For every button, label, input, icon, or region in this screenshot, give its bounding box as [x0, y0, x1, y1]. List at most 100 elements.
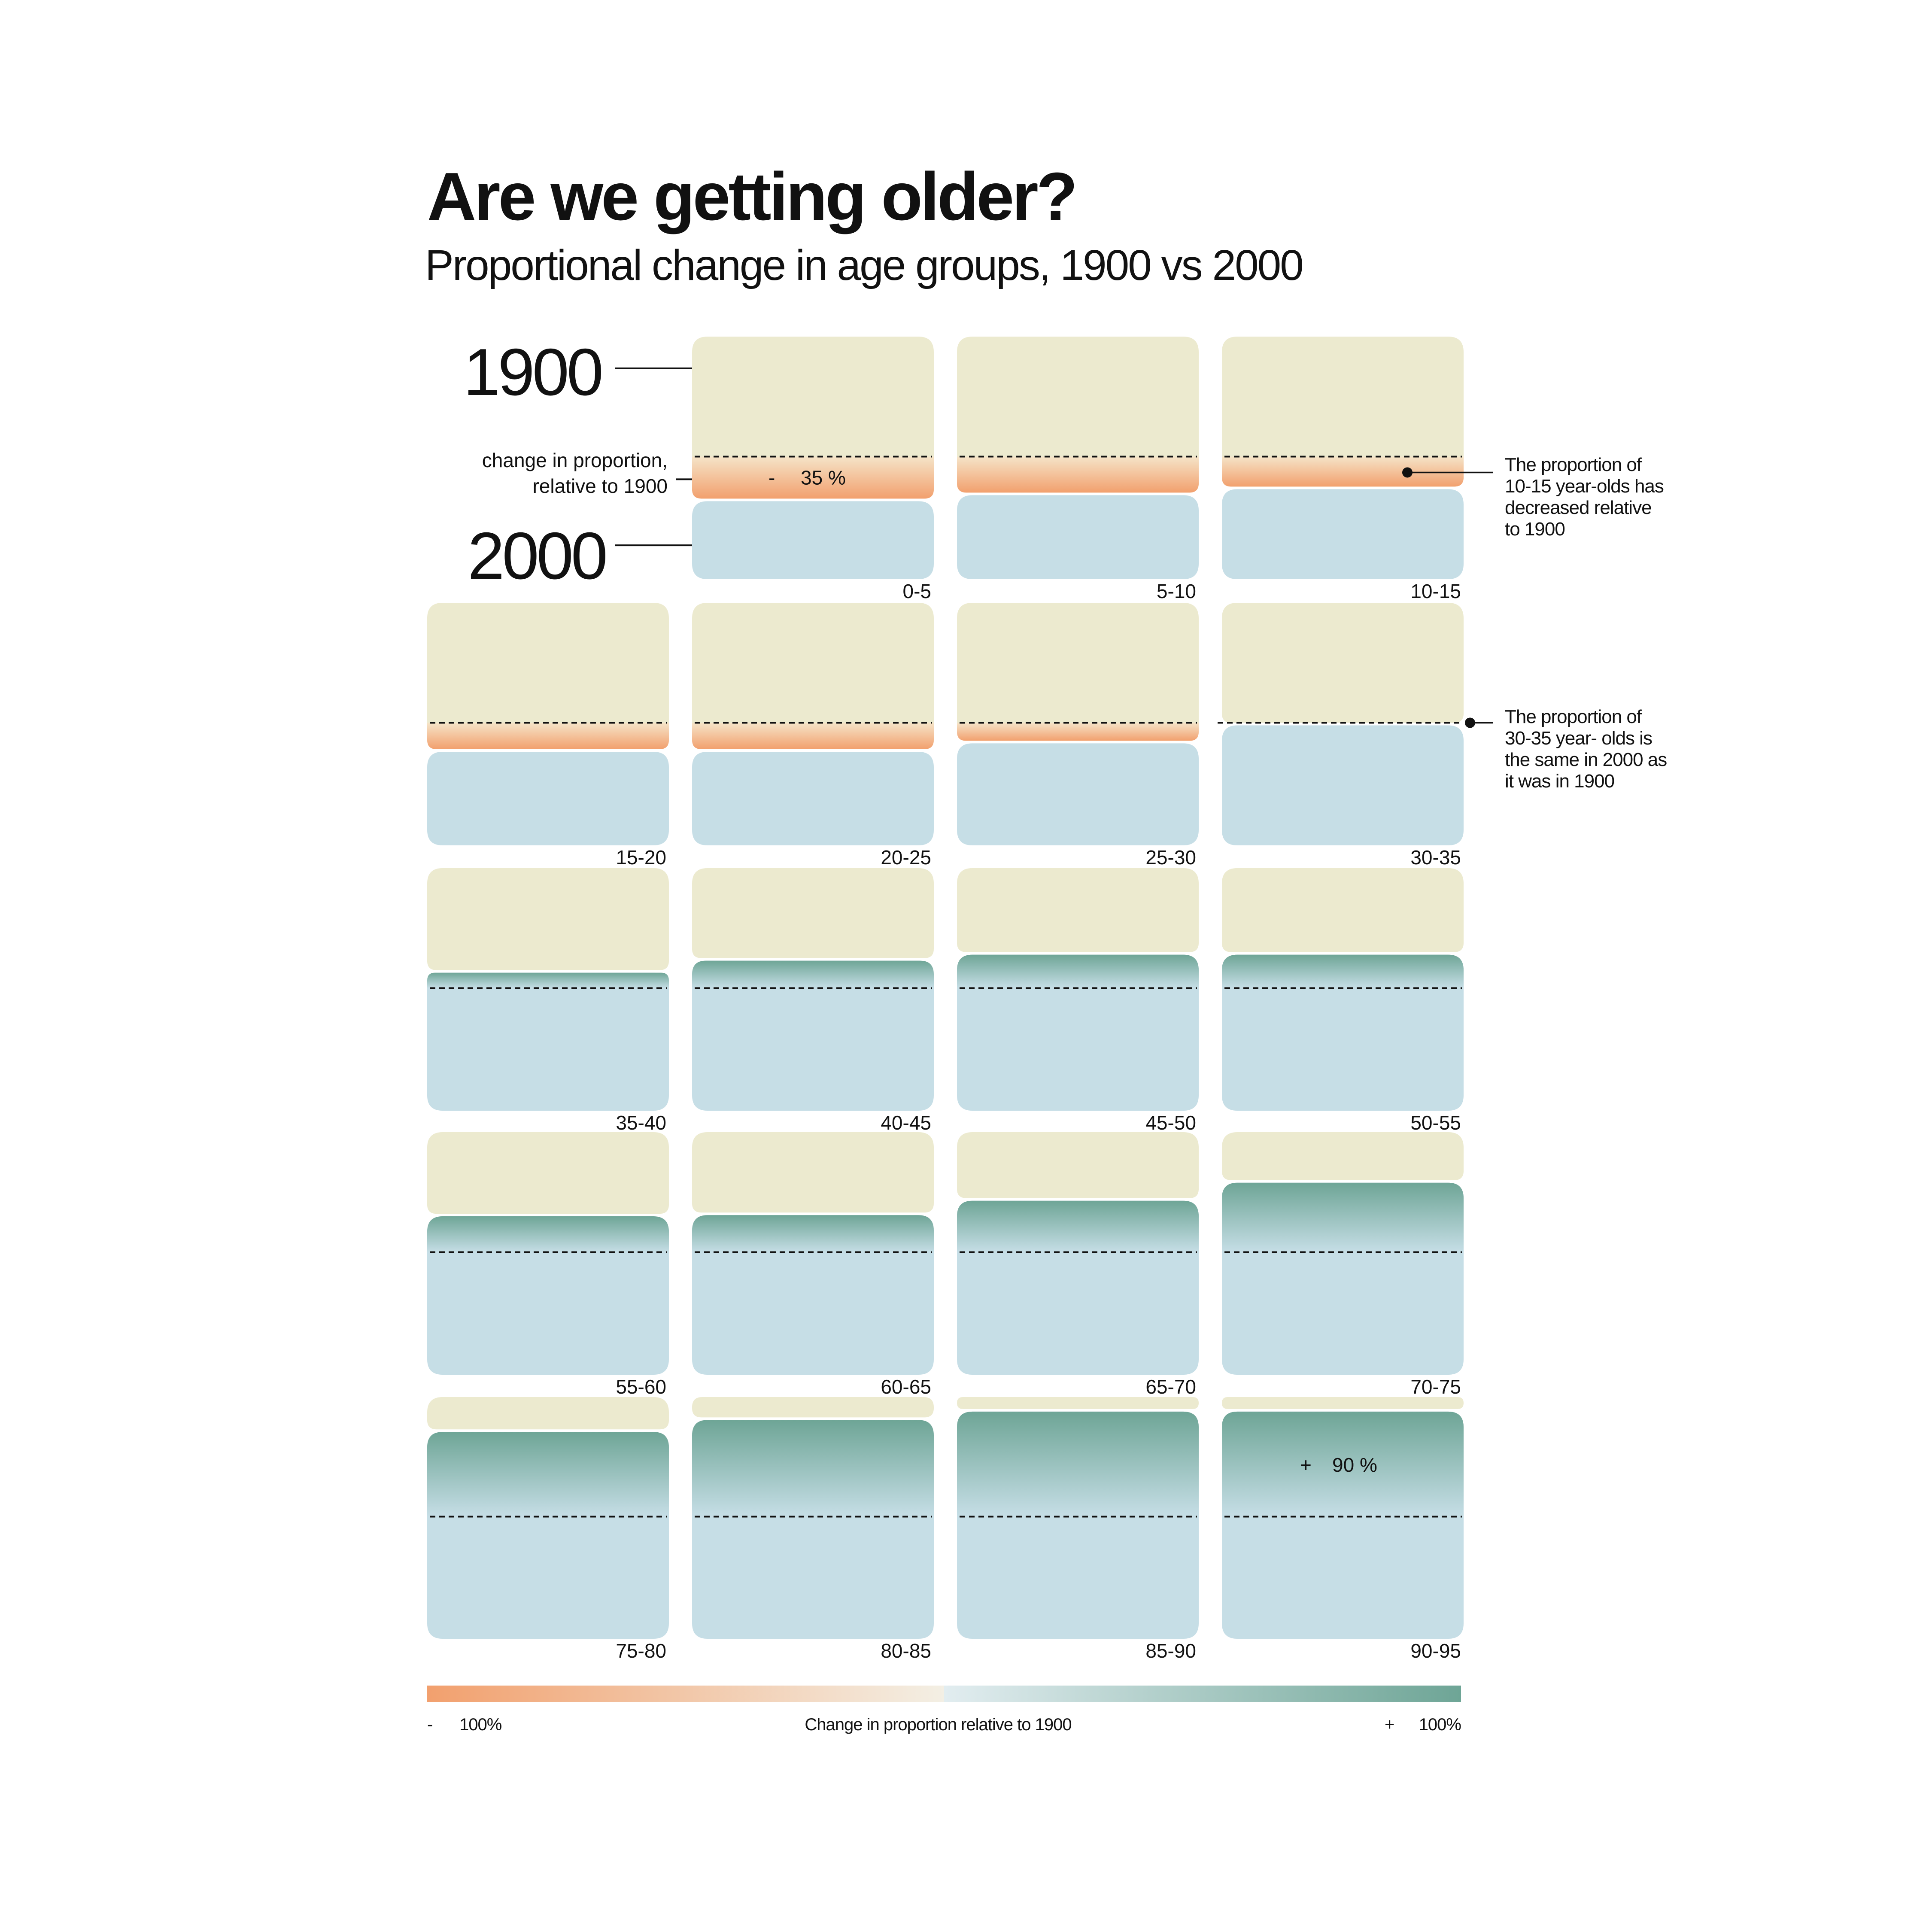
value-sign-0-5: -	[769, 466, 775, 489]
annotation-30-35-line2: 30-35 year- olds is	[1505, 728, 1652, 749]
bar-2000-30-35	[1222, 725, 1464, 845]
value-sign-90-95: +	[1300, 1454, 1312, 1476]
legend-min-sign: -	[427, 1715, 432, 1734]
change-band-15-20	[427, 723, 669, 749]
bar-2000-0-5	[692, 501, 934, 579]
annotation-30-35-line3: the same in 2000 as	[1505, 749, 1667, 770]
category-label-15-20: 15-20	[616, 846, 666, 869]
category-label-35-40: 35-40	[616, 1112, 666, 1134]
legend-color-bar	[427, 1686, 1461, 1702]
key-year-1900: 1900	[463, 335, 601, 409]
annotation-leader-lines	[1402, 467, 1493, 728]
bar-2000-45-50	[957, 954, 1199, 1111]
bar-2000-60-65	[692, 1215, 934, 1375]
bar-2000-55-60	[427, 1216, 669, 1375]
category-label-0-5: 0-5	[903, 580, 931, 602]
cell-10-15: 10-15	[1222, 337, 1464, 602]
key-change-label-line2: relative to 1900	[532, 475, 668, 497]
bar-2000-20-25	[692, 751, 934, 845]
bar-1900-40-45	[692, 868, 934, 958]
bar-2000-50-55	[1222, 954, 1464, 1111]
legend-title: Change in proportion relative to 1900	[805, 1715, 1071, 1734]
bar-1900-20-25	[692, 603, 934, 749]
bar-1900-75-80	[427, 1397, 669, 1430]
category-label-5-10: 5-10	[1157, 580, 1196, 602]
category-label-30-35: 30-35	[1410, 846, 1461, 869]
cell-40-45: 40-45	[692, 868, 934, 1134]
annotation-10-15-line3: decreased relative	[1505, 497, 1652, 518]
legend-min-label: 100%	[459, 1715, 502, 1734]
change-band-5-10	[957, 456, 1199, 493]
change-band-45-50	[957, 954, 1199, 988]
chart-subtitle: Proportional change in age groups, 1900 …	[425, 241, 1303, 289]
cell-65-70: 65-70	[957, 1132, 1199, 1398]
change-band-60-65	[692, 1215, 934, 1252]
bar-1900-35-40	[427, 868, 669, 970]
change-band-70-75	[1222, 1182, 1464, 1252]
change-band-90-95	[1222, 1411, 1464, 1517]
change-band-55-60	[427, 1216, 669, 1252]
key-year-2000: 2000	[468, 519, 606, 593]
bar-2000-10-15	[1222, 489, 1464, 579]
cells-group: 0-5 5-10 10-15 15-20 20-25 25-30 30-35 35-40 40-…	[427, 337, 1464, 1662]
category-label-75-80: 75-80	[616, 1640, 666, 1662]
category-label-40-45: 40-45	[881, 1112, 931, 1134]
bar-1900-25-30	[957, 603, 1199, 741]
change-band-20-25	[692, 723, 934, 749]
category-label-55-60: 55-60	[616, 1376, 666, 1398]
change-band-65-70	[957, 1200, 1199, 1252]
annotation-10-15-line4: to 1900	[1505, 519, 1565, 540]
bar-1900-70-75	[1222, 1132, 1464, 1180]
legend-max-sign: +	[1385, 1715, 1394, 1734]
cell-15-20: 15-20	[427, 603, 669, 869]
change-band-10-15	[1222, 456, 1464, 487]
cell-80-85: 80-85	[692, 1397, 934, 1662]
legend: - 100% Change in proportion relative to …	[427, 1686, 1461, 1734]
change-band-85-90	[957, 1411, 1199, 1517]
bar-2000-25-30	[957, 743, 1199, 845]
category-label-10-15: 10-15	[1410, 580, 1461, 602]
change-band-35-40	[427, 972, 669, 988]
cell-85-90: 85-90	[957, 1397, 1199, 1662]
annotation-10-15: The proportion of 10-15 year-olds has de…	[1505, 454, 1664, 540]
annotation-30-35: The proportion of 30-35 year- olds is th…	[1505, 706, 1667, 792]
cell-55-60: 55-60	[427, 1132, 669, 1398]
category-label-80-85: 80-85	[881, 1640, 931, 1662]
change-band-75-80	[427, 1432, 669, 1517]
bar-2000-15-20	[427, 751, 669, 845]
key-change-label-line1: change in proportion,	[482, 449, 668, 471]
cell-35-40: 35-40	[427, 868, 669, 1134]
legend-max-label: 100%	[1419, 1715, 1461, 1734]
key-group: 1900 2000 change in proportion, relative…	[463, 335, 740, 593]
bar-1900-90-95	[1222, 1397, 1464, 1409]
cell-5-10: 5-10	[957, 337, 1199, 602]
annotation-10-15-line1: The proportion of	[1505, 454, 1642, 475]
bar-2000-5-10	[957, 495, 1199, 579]
category-label-50-55: 50-55	[1410, 1112, 1461, 1134]
cell-25-30: 25-30	[957, 603, 1199, 869]
bar-1900-65-70	[957, 1132, 1199, 1198]
bar-1900-55-60	[427, 1132, 669, 1214]
cell-75-80: 75-80	[427, 1397, 669, 1662]
category-label-25-30: 25-30	[1145, 846, 1196, 869]
cell-70-75: 70-75	[1222, 1132, 1464, 1398]
cell-20-25: 20-25	[692, 603, 934, 869]
category-label-90-95: 90-95	[1410, 1640, 1461, 1662]
bar-2000-40-45	[692, 960, 934, 1111]
cell-50-55: 50-55	[1222, 868, 1464, 1134]
bar-1900-50-55	[1222, 868, 1464, 952]
cell-30-35: 30-35	[1218, 603, 1464, 869]
bar-1900-45-50	[957, 868, 1199, 952]
category-label-70-75: 70-75	[1410, 1376, 1461, 1398]
bar-1900-85-90	[957, 1397, 1199, 1409]
bar-1900-15-20	[427, 603, 669, 749]
bar-2000-35-40	[427, 972, 669, 1111]
bar-1900-30-35	[1222, 603, 1464, 723]
value-label-90-95: 90 %	[1332, 1454, 1377, 1476]
category-label-85-90: 85-90	[1145, 1640, 1196, 1662]
bar-1900-5-10	[957, 337, 1199, 493]
cell-60-65: 60-65	[692, 1132, 934, 1398]
change-band-0-5	[692, 456, 934, 499]
bar-1900-10-15	[1222, 337, 1464, 487]
